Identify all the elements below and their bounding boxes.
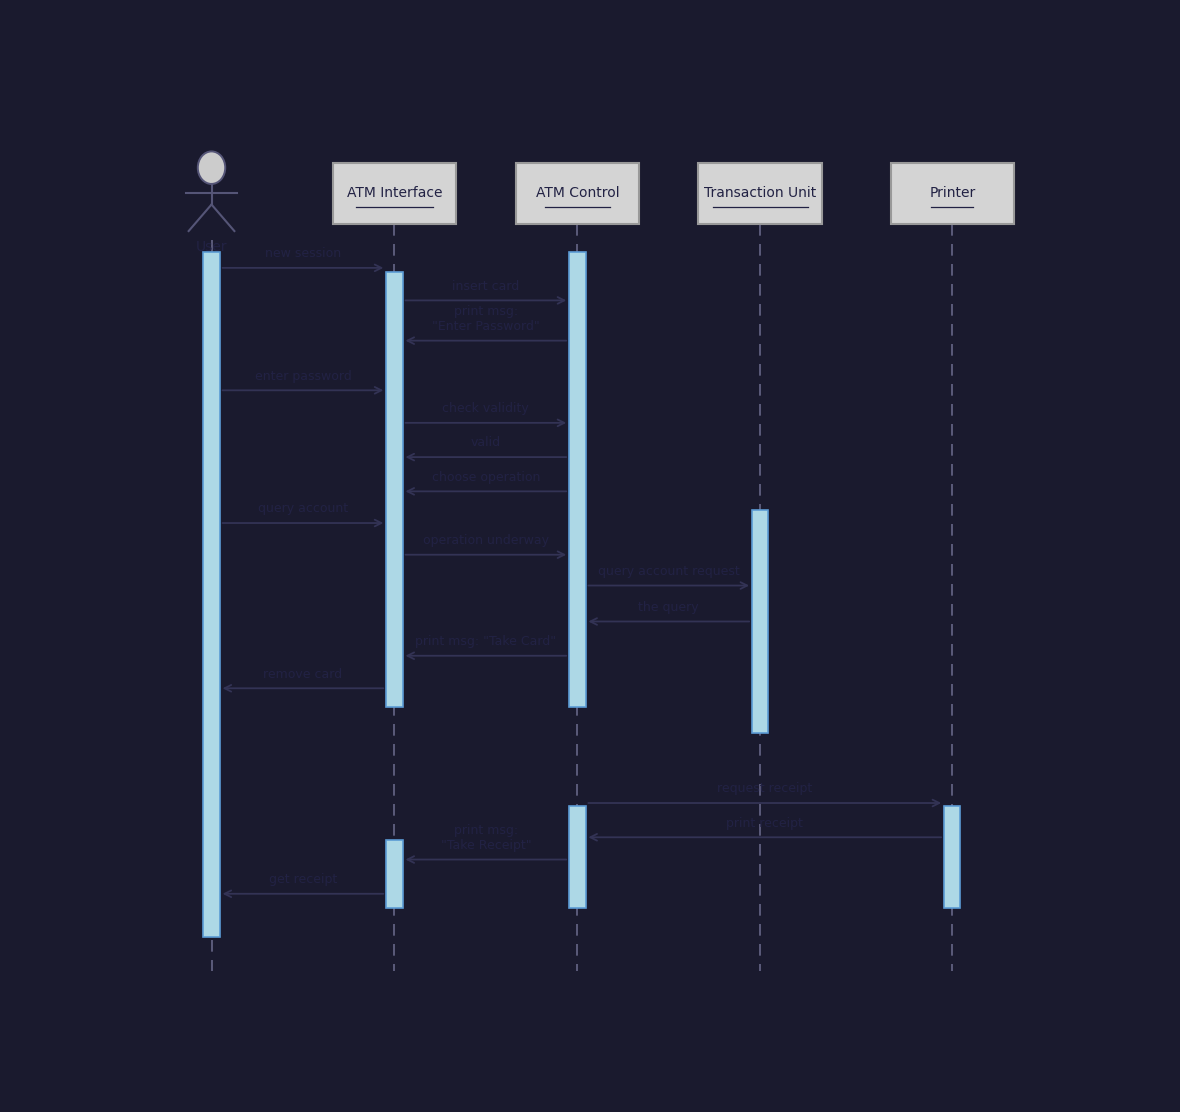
Text: remove card: remove card [263,667,342,681]
Bar [386,840,402,909]
Bar [752,510,768,733]
Bar [386,272,402,707]
Text: the query: the query [638,600,699,614]
Text: get receipt: get receipt [269,873,337,886]
Bar [891,162,1014,225]
Bar [699,162,822,225]
Text: User: User [196,240,228,255]
Text: check validity: check validity [442,403,530,415]
Text: operation underway: operation underway [422,534,549,547]
Text: Transaction Unit: Transaction Unit [704,187,817,200]
Ellipse shape [198,151,225,183]
Text: valid: valid [471,436,502,449]
Bar [333,162,457,225]
Text: query account request: query account request [598,565,740,578]
Text: print msg: "Take Card": print msg: "Take Card" [415,635,557,648]
Text: insert card: insert card [452,280,519,292]
Text: print msg:
"Take Receipt": print msg: "Take Receipt" [440,824,531,852]
Text: choose operation: choose operation [432,470,540,484]
Bar [569,251,585,707]
Text: print receipt: print receipt [727,816,804,830]
Text: print msg:
"Enter Password": print msg: "Enter Password" [432,305,539,332]
Bar [569,805,585,909]
Bar [516,162,640,225]
Text: Printer: Printer [929,187,976,200]
Bar [203,251,219,936]
Text: query account: query account [258,503,348,515]
Text: ATM Control: ATM Control [536,187,620,200]
Text: request receipt: request receipt [717,783,812,795]
Text: ATM Interface: ATM Interface [347,187,442,200]
Bar [944,805,961,909]
Text: enter password: enter password [255,369,352,383]
Text: new session: new session [264,247,341,260]
